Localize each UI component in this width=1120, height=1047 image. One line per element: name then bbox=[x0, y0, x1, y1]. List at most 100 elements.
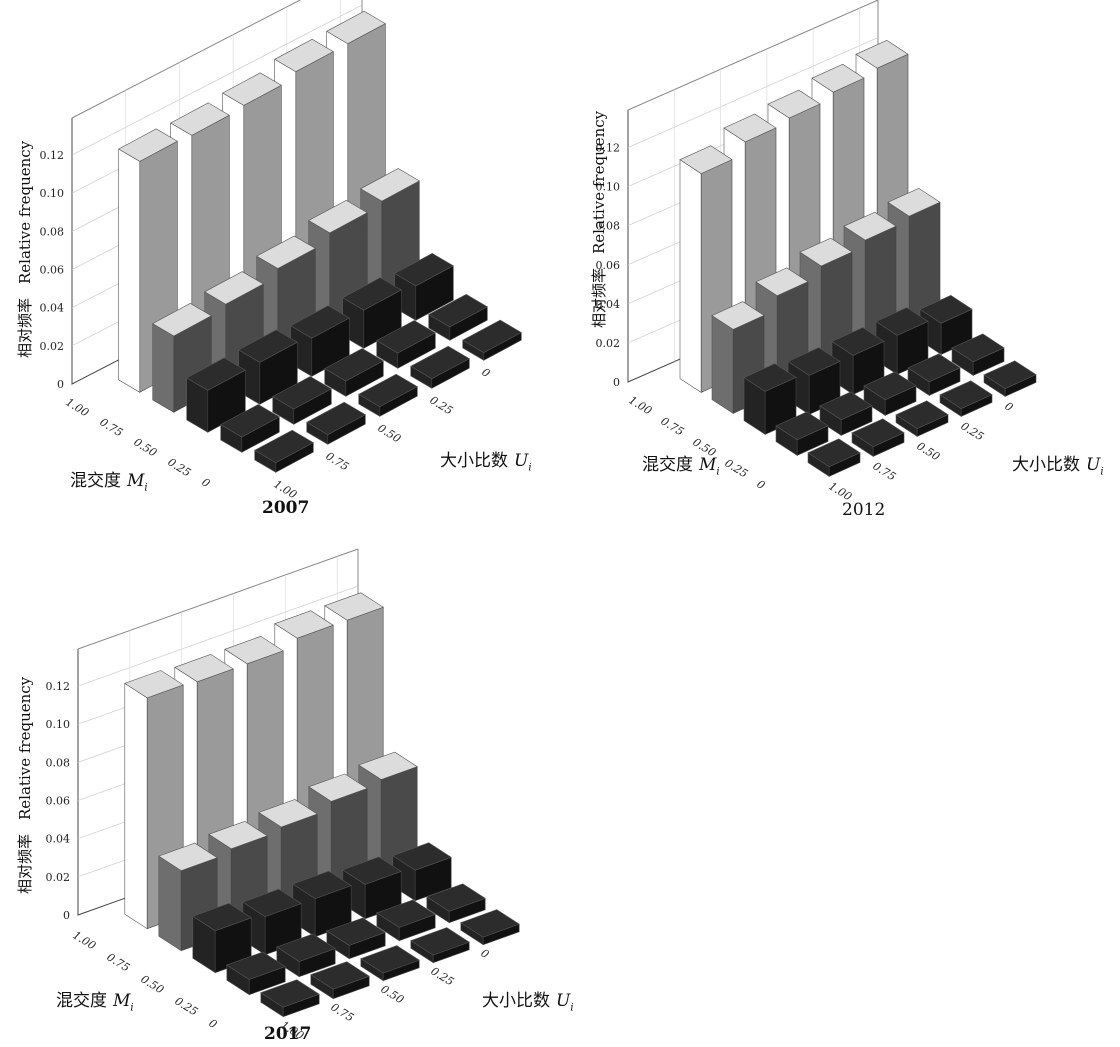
y-tick-label: 0.12 bbox=[46, 680, 71, 693]
bar-face-top bbox=[460, 909, 520, 938]
bar-face-top bbox=[124, 670, 184, 699]
bar-face-top bbox=[462, 319, 522, 353]
bar-face-top bbox=[274, 610, 334, 639]
m-axis-label: 混交度 Mi bbox=[642, 450, 720, 477]
y-tick-label: 0.10 bbox=[46, 718, 71, 731]
y-tick-label: 0.04 bbox=[46, 833, 71, 846]
m-tick-label: 1.00 bbox=[63, 396, 91, 420]
bar-face-top bbox=[186, 357, 246, 391]
y-tick-label: 0.08 bbox=[46, 756, 71, 769]
u-axis-label: 大小比数 Ui bbox=[440, 446, 532, 473]
back-wall-top bbox=[71, 0, 302, 119]
bar-m4-u3 bbox=[939, 380, 993, 417]
y-axis-label-cn: 相对频率 bbox=[16, 833, 34, 894]
bar-face-top bbox=[324, 348, 384, 382]
u-axis-subscript: i bbox=[528, 462, 532, 474]
chart-title-2007: 2007 bbox=[262, 498, 310, 518]
bar-face-top bbox=[819, 391, 873, 421]
bar-face-top bbox=[192, 902, 252, 932]
bar-face-top bbox=[743, 363, 797, 392]
bar-face-top bbox=[855, 39, 909, 69]
bar-face-top bbox=[887, 187, 941, 217]
bar-face-top bbox=[376, 320, 436, 354]
bar-m3-u1 bbox=[819, 391, 873, 436]
bar-m4-u2 bbox=[358, 373, 418, 417]
bar-face-left bbox=[679, 159, 702, 393]
bar-face-top bbox=[242, 888, 302, 917]
bar-face-top bbox=[939, 380, 993, 409]
bar-face-left bbox=[711, 315, 734, 414]
bar-face-top bbox=[260, 979, 320, 1008]
y-tick-label: 0.08 bbox=[596, 220, 621, 233]
m-axis-subscript: i bbox=[144, 482, 148, 494]
bar-m3-u4 bbox=[426, 883, 486, 924]
m-tick-label: 0.25 bbox=[722, 457, 750, 481]
bar-face-top bbox=[426, 883, 486, 912]
bar-m3-u3 bbox=[376, 320, 436, 369]
bar-face-top bbox=[831, 327, 885, 356]
u-tick-label: 0.25 bbox=[958, 420, 986, 444]
m-tick-label: 0 bbox=[754, 478, 767, 493]
u-axis-label-text: 大小比数 bbox=[482, 991, 550, 1011]
bar-face-top bbox=[342, 277, 402, 311]
m-axis-label: 混交度 Mi bbox=[70, 466, 148, 493]
chart-panel-2012: 0 0.02 0.04 0.06 0.08 0.10 0.12 1.00 0.75 0.50 0.2… bbox=[560, 0, 1120, 525]
m-tick-label: 0.50 bbox=[131, 436, 159, 460]
m-tick-label: 0.75 bbox=[104, 951, 132, 975]
bar-m3-u3 bbox=[907, 353, 961, 396]
m-tick-label: 1.00 bbox=[626, 394, 654, 418]
bar-face-top bbox=[376, 899, 436, 928]
bar-face-top bbox=[204, 271, 264, 305]
y-axis-label-en: Relative frequency bbox=[16, 676, 34, 820]
bar-face-top bbox=[272, 376, 332, 410]
bar-face-top bbox=[324, 592, 384, 621]
y-tick-label: 0.02 bbox=[596, 337, 621, 350]
bar-face-top bbox=[306, 401, 366, 436]
bar-m3-u2 bbox=[324, 348, 384, 397]
bar-face-top bbox=[174, 653, 234, 683]
chart-panel-2017: 0 0.02 0.04 0.06 0.08 0.10 0.12 1.00 0.75 0.50 0.2… bbox=[0, 530, 590, 1047]
bar-m3-u0 bbox=[226, 951, 286, 996]
bar-face-top bbox=[394, 253, 454, 287]
m-tick-label: 0.75 bbox=[658, 415, 686, 439]
bar-face-top bbox=[851, 418, 905, 448]
u-tick-label: 0.50 bbox=[914, 440, 942, 464]
bar-face-top bbox=[392, 842, 452, 871]
y-tick-label: 0 bbox=[613, 376, 620, 389]
chart-title-2012: 2012 bbox=[842, 500, 886, 520]
bar-m4-u4 bbox=[462, 319, 522, 361]
bar-face-top bbox=[118, 128, 178, 162]
u-tick-label: 0.50 bbox=[375, 422, 403, 446]
bar-m4-u3 bbox=[410, 927, 470, 964]
bar-face-top bbox=[679, 145, 733, 174]
y-axis-label: 相对频率 Relative frequency bbox=[588, 97, 609, 328]
gridline-y bbox=[77, 585, 359, 687]
u-tick-label: 0.25 bbox=[428, 965, 456, 989]
bar-m3-u4 bbox=[951, 333, 1005, 376]
y-axis-label-cn: 相对频率 bbox=[590, 267, 608, 328]
bar-face-top bbox=[875, 307, 929, 336]
bar-m3-u2 bbox=[326, 917, 386, 960]
m-tick-label: 0 bbox=[199, 476, 212, 491]
m-tick-label: 0.25 bbox=[172, 995, 200, 1019]
y-tick-label: 0 bbox=[57, 378, 64, 391]
y-axis-label-en: Relative frequency bbox=[16, 140, 34, 284]
y-axis-label: 相对频率 Relative frequency bbox=[14, 663, 35, 894]
bar-face-top bbox=[360, 168, 420, 202]
bar-m4-u2 bbox=[360, 945, 420, 982]
bar-face-top bbox=[360, 945, 420, 974]
bar-face-top bbox=[358, 373, 418, 408]
m-axis-label: 混交度 Mi bbox=[56, 986, 134, 1013]
bar-face-left bbox=[158, 855, 182, 952]
m-axis-label-text: 混交度 bbox=[70, 471, 121, 491]
bar-face-top bbox=[863, 371, 917, 401]
bar-face-top bbox=[256, 235, 316, 269]
bar-face-top bbox=[326, 10, 386, 45]
bar-m3-u0 bbox=[220, 404, 280, 453]
bar-face-left bbox=[152, 323, 175, 413]
bar-face-top bbox=[907, 353, 961, 383]
bar-face-top bbox=[951, 333, 1005, 363]
bar-face-top bbox=[755, 267, 809, 297]
u-axis-symbol: U bbox=[556, 991, 571, 1011]
bar-face-top bbox=[358, 751, 418, 780]
